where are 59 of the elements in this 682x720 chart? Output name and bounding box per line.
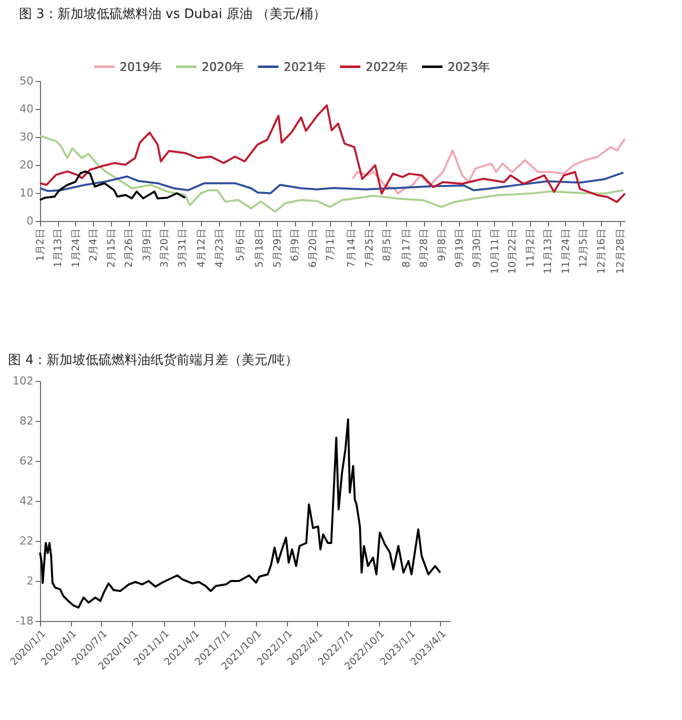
x-tick-label: 2月26日 xyxy=(124,228,136,268)
x-tick-label: 11月13日 xyxy=(543,228,554,274)
x-tick-label: 7月14日 xyxy=(346,228,358,268)
x-tick-label: 4月23日 xyxy=(214,228,226,268)
x-tick-label: 12月5日 xyxy=(578,228,590,268)
x-tick-label: 3月31日 xyxy=(177,228,188,268)
line-series xyxy=(352,138,626,195)
x-tick-label: 10月22日 xyxy=(508,228,519,274)
y-tick-label: 40 xyxy=(20,102,34,116)
legend-label: 2022年 xyxy=(366,60,408,74)
chart-title: 图 3：新加坡低硫燃料油 vs Dubai 原油 （美元/桶） xyxy=(19,6,326,22)
x-tick-label: 3月9日 xyxy=(142,228,153,262)
y-tick-label: 62 xyxy=(20,454,34,468)
y-tick-label: 82 xyxy=(20,414,34,428)
x-tick-label: 5月6日 xyxy=(235,228,246,262)
x-tick-label: 6月9日 xyxy=(290,228,302,262)
line-series xyxy=(39,134,624,213)
legend-label: 2020年 xyxy=(202,60,244,74)
y-tick-label: 20 xyxy=(20,158,34,172)
x-tick-label: 4月12日 xyxy=(196,228,208,268)
x-tick-label: 1月13日 xyxy=(53,228,64,268)
x-tick-label: 2月15日 xyxy=(106,228,118,268)
line-series xyxy=(39,418,442,609)
chart-title: 图 4：新加坡低硫燃料油纸货前端月差（美元/吨） xyxy=(8,352,298,368)
x-tick-label: 5月18日 xyxy=(254,228,266,268)
x-tick-label: 1月24日 xyxy=(70,228,82,268)
line-series xyxy=(39,172,624,194)
x-tick-label: 12月28日 xyxy=(616,228,627,274)
x-tick-label: 8月28日 xyxy=(419,228,430,268)
x-tick-label: 11月24日 xyxy=(560,228,572,274)
legend-label: 2023年 xyxy=(448,60,490,74)
x-tick-label: 10月11日 xyxy=(490,228,501,274)
x-tick-label: 7月1日 xyxy=(326,228,337,262)
y-tick-label: 50 xyxy=(20,74,34,88)
x-tick-label: 8月17日 xyxy=(401,228,412,268)
x-tick-label: 7月25日 xyxy=(364,228,376,268)
x-tick-label: 11月2日 xyxy=(525,228,536,268)
x-tick-label: 8月5日 xyxy=(382,228,393,262)
line-series xyxy=(39,170,186,201)
x-tick-label: 9月30日 xyxy=(472,228,484,268)
legend-label: 2021年 xyxy=(284,60,326,74)
y-tick-label: 2 xyxy=(26,574,34,588)
y-tick-label: 0 xyxy=(26,214,34,228)
legend-label: 2019年 xyxy=(120,60,162,74)
y-tick-label: 30 xyxy=(20,130,34,144)
x-tick-label: 5月29日 xyxy=(272,228,284,268)
x-tick-label: 9月19日 xyxy=(454,228,466,268)
x-tick-label: 3月20日 xyxy=(160,228,171,268)
y-tick-label: 10 xyxy=(20,186,34,200)
y-tick-label: 102 xyxy=(12,374,34,388)
x-tick-label: 12月16日 xyxy=(596,228,608,274)
y-tick-label: -18 xyxy=(16,614,34,628)
x-tick-label: 9月8日 xyxy=(436,228,448,262)
x-tick-label: 6月20日 xyxy=(308,228,319,268)
x-tick-label: 2月4日 xyxy=(88,228,100,262)
x-tick-label: 1月2日 xyxy=(36,228,46,262)
y-tick-label: 42 xyxy=(20,494,34,508)
line-series xyxy=(39,104,626,203)
y-tick-label: 22 xyxy=(20,534,34,548)
